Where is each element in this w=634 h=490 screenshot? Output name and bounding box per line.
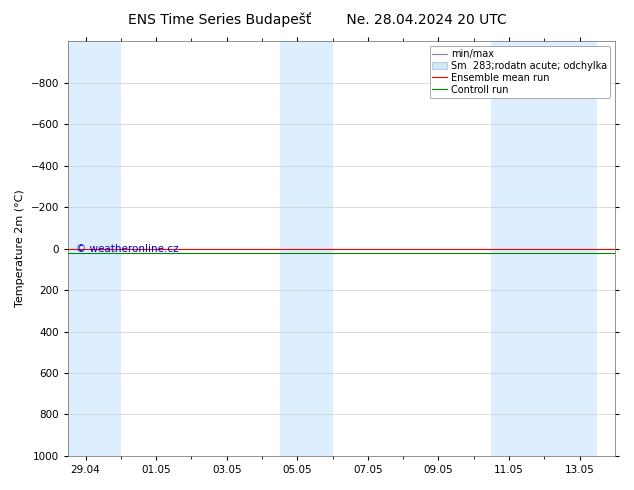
Text: © weatheronline.cz: © weatheronline.cz [76, 245, 179, 254]
Text: ENS Time Series Budapešť        Ne. 28.04.2024 20 UTC: ENS Time Series Budapešť Ne. 28.04.2024 … [127, 12, 507, 27]
Legend: min/max, Sm  283;rodatn acute; odchylka, Ensemble mean run, Controll run: min/max, Sm 283;rodatn acute; odchylka, … [430, 46, 610, 98]
Y-axis label: Temperature 2m (°C): Temperature 2m (°C) [15, 190, 25, 307]
Bar [68, 41, 121, 456]
Bar [280, 41, 333, 456]
Bar [491, 41, 597, 456]
